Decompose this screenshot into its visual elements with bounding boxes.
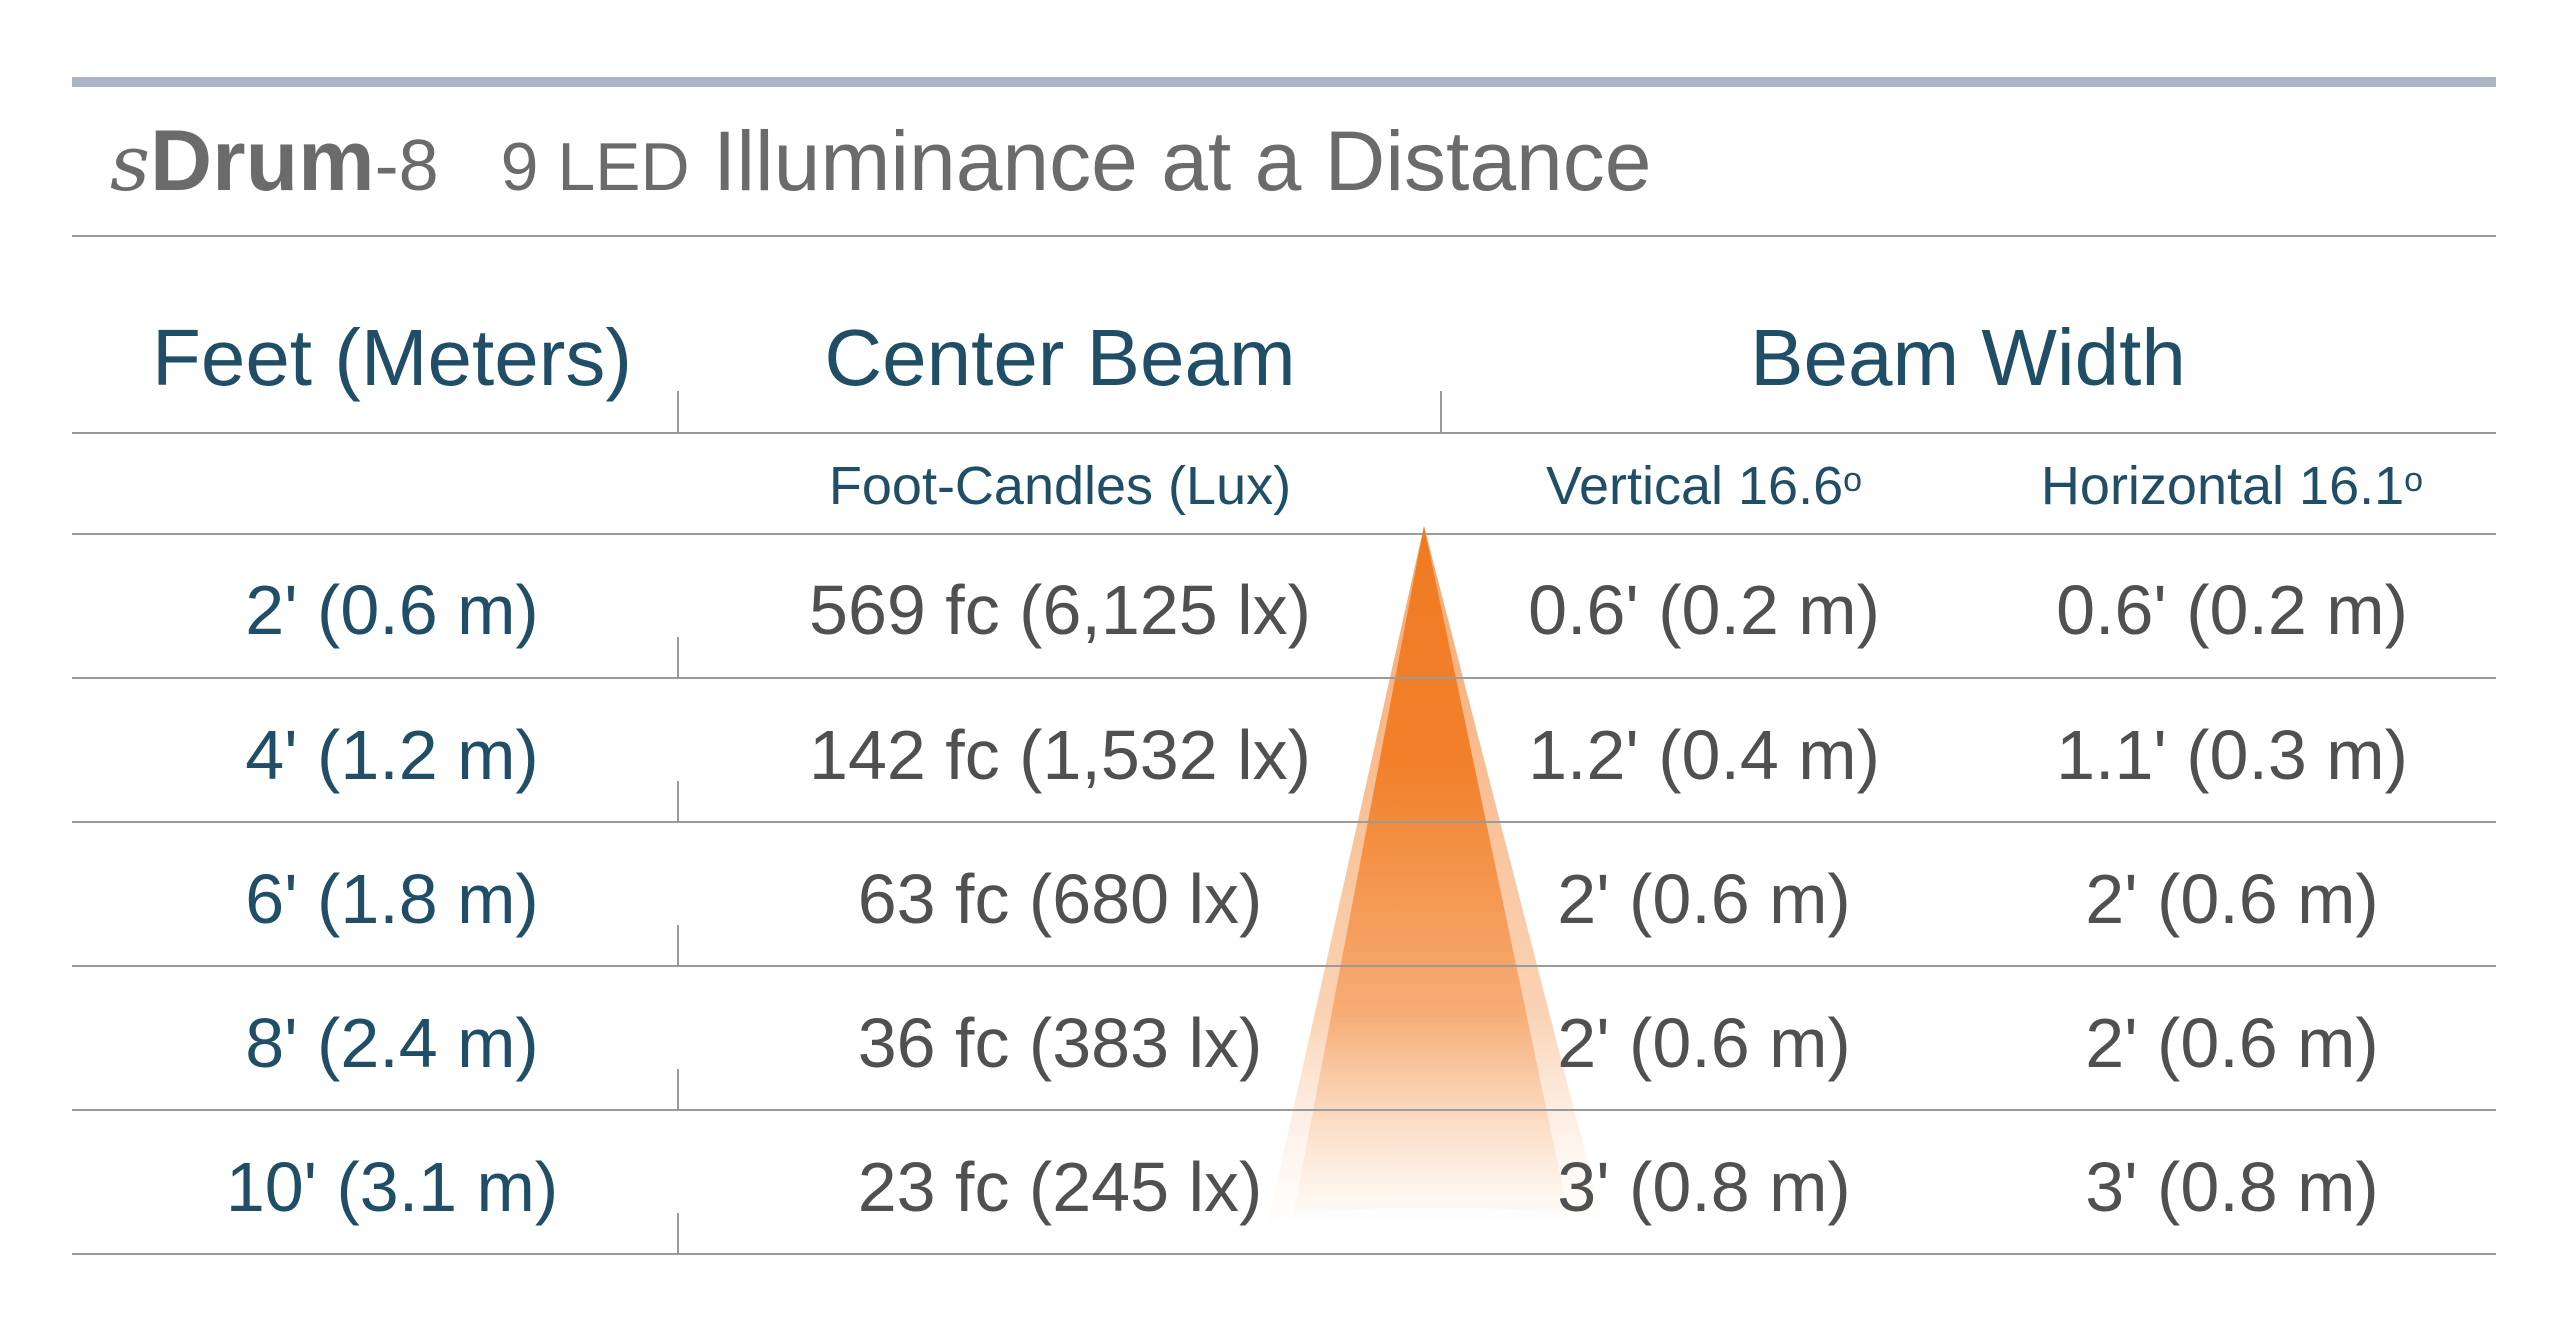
row-center-beam: 36 fc (383 lx) [857, 1004, 1263, 1082]
row-divider [72, 677, 2496, 679]
row-horizontal: 2' (0.6 m) [2085, 860, 2379, 938]
row-distance: 2' (0.6 m) [245, 571, 539, 649]
header-center-beam: Center Beam [824, 313, 1296, 402]
top-rule [72, 77, 2496, 87]
horizontal-label: Horizontal 16.1 [2040, 456, 2405, 516]
row-horizontal: 0.6' (0.2 m) [2056, 571, 2408, 649]
column-divider [677, 925, 679, 965]
subheader-vertical: Vertical 16.6 o [1440, 440, 1968, 532]
header-divider [72, 432, 2496, 434]
title-text: Illuminance at a Distance [690, 113, 1652, 210]
row-divider [72, 1109, 2496, 1111]
row-distance: 10' (3.1 m) [225, 1148, 559, 1226]
column-divider [677, 637, 679, 677]
table-bottom-rule [72, 1253, 2496, 1255]
column-divider [677, 1069, 679, 1109]
vertical-label: Vertical 16.6 [1545, 456, 1844, 516]
brand-suffix: -8 [374, 126, 439, 206]
row-center-beam: 569 fc (6,125 lx) [809, 571, 1311, 649]
row-horizontal: 3' (0.8 m) [2085, 1148, 2379, 1226]
row-distance: 6' (1.8 m) [245, 860, 539, 938]
row-vertical: 3' (0.8 m) [1557, 1148, 1851, 1226]
degree-symbol: o [1843, 460, 1863, 499]
row-horizontal: 1.1' (0.3 m) [2056, 716, 2408, 794]
row-divider [72, 965, 2496, 967]
column-divider [677, 391, 679, 433]
row-distance: 8' (2.4 m) [245, 1004, 539, 1082]
brand-name: Drum [150, 113, 375, 209]
row-vertical: 2' (0.6 m) [1557, 860, 1851, 938]
subheader-horizontal: Horizontal 16.1 o [1968, 440, 2496, 532]
row-distance: 4' (1.2 m) [245, 716, 539, 794]
subheader-divider [72, 533, 2496, 535]
row-center-beam: 23 fc (245 lx) [857, 1148, 1263, 1226]
column-divider [677, 781, 679, 821]
header-distance: Feet (Meters) [151, 313, 633, 402]
row-center-beam: 63 fc (680 lx) [857, 860, 1263, 938]
header-beam-width: Beam Width [1750, 313, 2186, 402]
title-subtitle: Illuminance at a Distance [712, 114, 1652, 208]
row-vertical: 1.2' (0.4 m) [1528, 716, 1880, 794]
degree-symbol: o [2404, 460, 2424, 499]
column-divider [677, 1213, 679, 1253]
row-center-beam: 142 fc (1,532 lx) [809, 716, 1311, 794]
row-vertical: 2' (0.6 m) [1557, 1004, 1851, 1082]
row-divider [72, 821, 2496, 823]
page-title: s Drum -8 9 LED Illuminance at a Distanc… [110, 112, 1651, 222]
row-horizontal: 2' (0.6 m) [2085, 1004, 2379, 1082]
row-vertical: 0.6' (0.2 m) [1528, 571, 1880, 649]
title-divider [72, 235, 2496, 237]
column-divider [1440, 391, 1442, 433]
led-count: 9 LED [500, 129, 690, 205]
subheader-foot-candles: Foot-Candles (Lux) [828, 456, 1292, 516]
brand-prefix: s [110, 119, 151, 209]
